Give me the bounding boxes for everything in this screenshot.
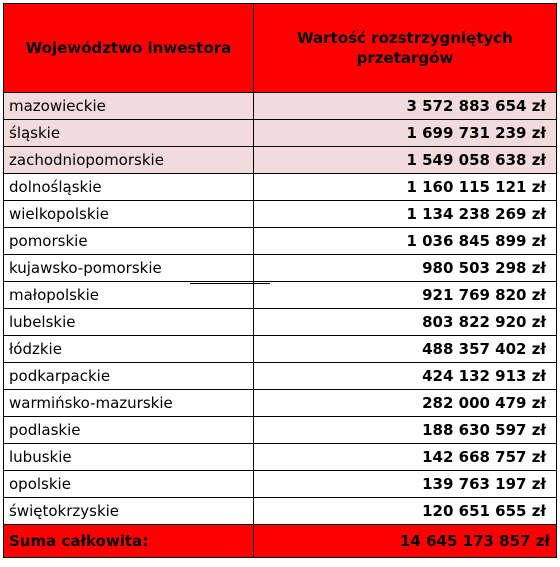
value-cell: 1 036 845 899 zł (253, 227, 557, 255)
table-row: lubelskie 803 822 920 zł (3, 308, 557, 336)
total-value: 14 645 173 857 zł (253, 524, 557, 558)
table-row: mazowieckie 3 572 883 654 zł (3, 92, 557, 120)
value-cell: 803 822 920 zł (253, 308, 557, 336)
value-cell: 188 630 597 zł (253, 416, 557, 444)
tender-values-table: Województwo inwestora Wartość rozstrzygn… (3, 3, 557, 558)
region-cell: śląskie (3, 119, 254, 147)
table-row: lubuskie 142 668 757 zł (3, 443, 557, 471)
region-cell: kujawsko-pomorskie (3, 254, 254, 282)
value-cell: 1 549 058 638 zł (253, 146, 557, 174)
region-cell: podkarpackie (3, 362, 254, 390)
region-cell: łódzkie (3, 335, 254, 363)
stray-line (190, 283, 270, 284)
value-cell: 1 134 238 269 zł (253, 200, 557, 228)
total-row: Suma całkowita: 14 645 173 857 zł (3, 524, 557, 558)
region-cell: warmińsko-mazurskie (3, 389, 254, 417)
value-cell: 139 763 197 zł (253, 470, 557, 498)
region-cell: dolnośląskie (3, 173, 254, 201)
value-cell: 142 668 757 zł (253, 443, 557, 471)
region-cell: zachodniopomorskie (3, 146, 254, 174)
total-label: Suma całkowita: (3, 524, 254, 558)
region-cell: opolskie (3, 470, 254, 498)
value-cell: 282 000 479 zł (253, 389, 557, 417)
region-cell: świętokrzyskie (3, 497, 254, 525)
value-cell: 921 769 820 zł (253, 281, 557, 309)
value-cell: 3 572 883 654 zł (253, 92, 557, 120)
table-container: Województwo inwestora Wartość rozstrzygn… (3, 3, 557, 558)
value-cell: 120 651 655 zł (253, 497, 557, 525)
value-cell: 1 699 731 239 zł (253, 119, 557, 147)
region-cell: wielkopolskie (3, 200, 254, 228)
table-row: wielkopolskie 1 134 238 269 zł (3, 200, 557, 228)
table-row: małopolskie 921 769 820 zł (3, 281, 557, 309)
region-cell: pomorskie (3, 227, 254, 255)
table-row: pomorskie 1 036 845 899 zł (3, 227, 557, 255)
table-row: podkarpackie 424 132 913 zł (3, 362, 557, 390)
region-cell: małopolskie (3, 281, 254, 309)
region-cell: lubelskie (3, 308, 254, 336)
value-cell: 980 503 298 zł (253, 254, 557, 282)
table-row: opolskie 139 763 197 zł (3, 470, 557, 498)
header-value: Wartość rozstrzygniętych przetargów (253, 3, 557, 93)
table-row: zachodniopomorskie 1 549 058 638 zł (3, 146, 557, 174)
value-cell: 1 160 115 121 zł (253, 173, 557, 201)
table-body: mazowieckie 3 572 883 654 zł śląskie 1 699 … (3, 92, 557, 525)
header-region: Województwo inwestora (3, 3, 254, 93)
table-header-row: Województwo inwestora Wartość rozstrzygn… (3, 3, 557, 93)
value-cell: 424 132 913 zł (253, 362, 557, 390)
table-row: kujawsko-pomorskie 980 503 298 zł (3, 254, 557, 282)
table-row: śląskie 1 699 731 239 zł (3, 119, 557, 147)
table-row: podlaskie 188 630 597 zł (3, 416, 557, 444)
region-cell: mazowieckie (3, 92, 254, 120)
table-row: świętokrzyskie 120 651 655 zł (3, 497, 557, 525)
table-row: łódzkie 488 357 402 zł (3, 335, 557, 363)
value-cell: 488 357 402 zł (253, 335, 557, 363)
region-cell: lubuskie (3, 443, 254, 471)
region-cell: podlaskie (3, 416, 254, 444)
table-row: warmińsko-mazurskie 282 000 479 zł (3, 389, 557, 417)
table-row: dolnośląskie 1 160 115 121 zł (3, 173, 557, 201)
